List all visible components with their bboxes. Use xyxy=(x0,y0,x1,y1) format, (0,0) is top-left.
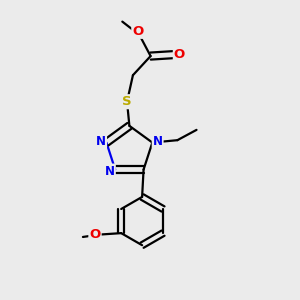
Text: O: O xyxy=(132,25,144,38)
Text: N: N xyxy=(96,135,106,148)
Text: N: N xyxy=(105,164,115,178)
Text: S: S xyxy=(122,95,132,108)
Text: O: O xyxy=(89,227,100,241)
Text: O: O xyxy=(174,48,185,61)
Text: N: N xyxy=(153,135,163,148)
